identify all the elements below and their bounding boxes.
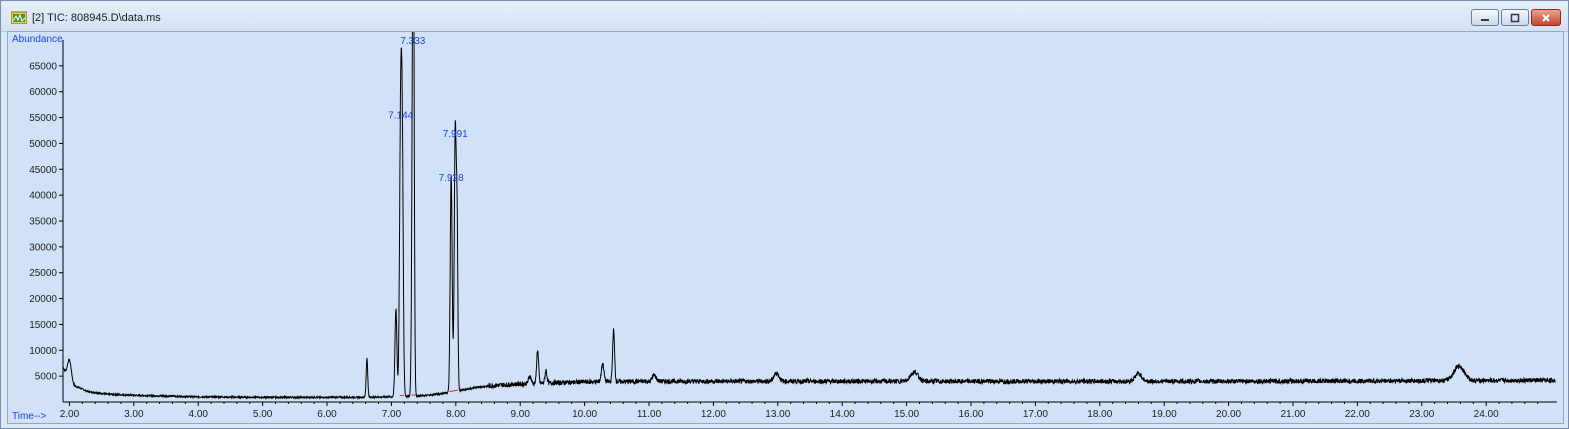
y-tick-label: 5000: [35, 372, 58, 383]
x-tick-label: 22.00: [1345, 409, 1370, 420]
x-tick-label: 16.00: [958, 409, 983, 420]
x-tick-label: 12.00: [701, 409, 726, 420]
x-tick-label: 23.00: [1409, 409, 1434, 420]
y-tick-label: 10000: [29, 346, 57, 357]
x-tick-label: 24.00: [1474, 409, 1499, 420]
maximize-icon: [1510, 13, 1520, 22]
x-tick-label: 10.00: [572, 409, 597, 420]
y-tick-label: 20000: [29, 294, 57, 305]
x-tick-label: 20.00: [1216, 409, 1241, 420]
y-tick-label: 45000: [29, 165, 57, 176]
x-tick-label: 8.00: [446, 409, 466, 420]
x-tick-label: 9.00: [510, 409, 530, 420]
maximize-button[interactable]: [1501, 9, 1529, 26]
close-icon: [1542, 13, 1550, 22]
y-tick-label: 30000: [29, 242, 57, 253]
chart-integration-marks: [399, 389, 458, 397]
y-tick-label: 25000: [29, 268, 57, 279]
x-tick-label: 18.00: [1087, 409, 1112, 420]
x-tick-label: 6.00: [317, 409, 337, 420]
y-tick-label: 50000: [29, 139, 57, 150]
chart-axes: [62, 40, 1557, 403]
peak-retention-label: 7.333: [400, 36, 425, 47]
chromatogram-app-icon: [11, 11, 27, 24]
x-tick-label: 3.00: [124, 409, 144, 420]
x-tick-label: 15.00: [894, 409, 919, 420]
chart-ticks: 5000 10000 15000 20000 25000 30000 35000 40000 4…: [29, 61, 1539, 420]
x-tick-label: 19.00: [1152, 409, 1177, 420]
window-title: [2] TIC: 808945.D\data.ms: [32, 12, 161, 24]
x-tick-label: 13.00: [765, 409, 790, 420]
y-tick-label: 55000: [29, 113, 57, 124]
x-axis-label: Time-->: [12, 411, 47, 422]
peak-retention-label: 7.928: [439, 173, 464, 184]
x-tick-label: 7.00: [382, 409, 402, 420]
x-tick-label: 5.00: [253, 409, 273, 420]
x-tick-label: 21.00: [1280, 409, 1305, 420]
title-bar[interactable]: [2] TIC: 808945.D\data.ms: [1, 1, 1568, 32]
y-tick-label: 65000: [29, 61, 57, 72]
x-tick-label: 17.00: [1023, 409, 1048, 420]
chart-trace: [62, 32, 1556, 400]
peak-retention-label: 7.144: [388, 111, 413, 122]
minimize-icon: [1481, 18, 1489, 21]
y-tick-label: 35000: [29, 217, 57, 228]
y-tick-label: 60000: [29, 87, 57, 98]
x-tick-label: 4.00: [188, 409, 208, 420]
minimize-button[interactable]: [1471, 9, 1499, 26]
tic-chromatogram-chart: Abundance Time--> 5000 10000 15000 20000 250…: [12, 32, 1557, 422]
y-tick-label: 15000: [29, 320, 57, 331]
plot-area[interactable]: Abundance Time--> 5000 10000 15000 20000 250…: [7, 31, 1564, 424]
x-tick-label: 2.00: [60, 409, 80, 420]
peak-retention-label: 7.991: [443, 129, 468, 140]
chart-peak-labels: 7.333 7.144 7.991 7.928: [388, 36, 468, 184]
x-tick-label: 14.00: [830, 409, 855, 420]
close-button[interactable]: [1531, 9, 1561, 26]
y-axis-label: Abundance: [12, 34, 63, 45]
x-tick-label: 11.00: [637, 409, 662, 420]
integration-baseline-mark: [449, 389, 458, 392]
y-tick-label: 40000: [29, 191, 57, 202]
tic-trace-line: [62, 32, 1556, 400]
